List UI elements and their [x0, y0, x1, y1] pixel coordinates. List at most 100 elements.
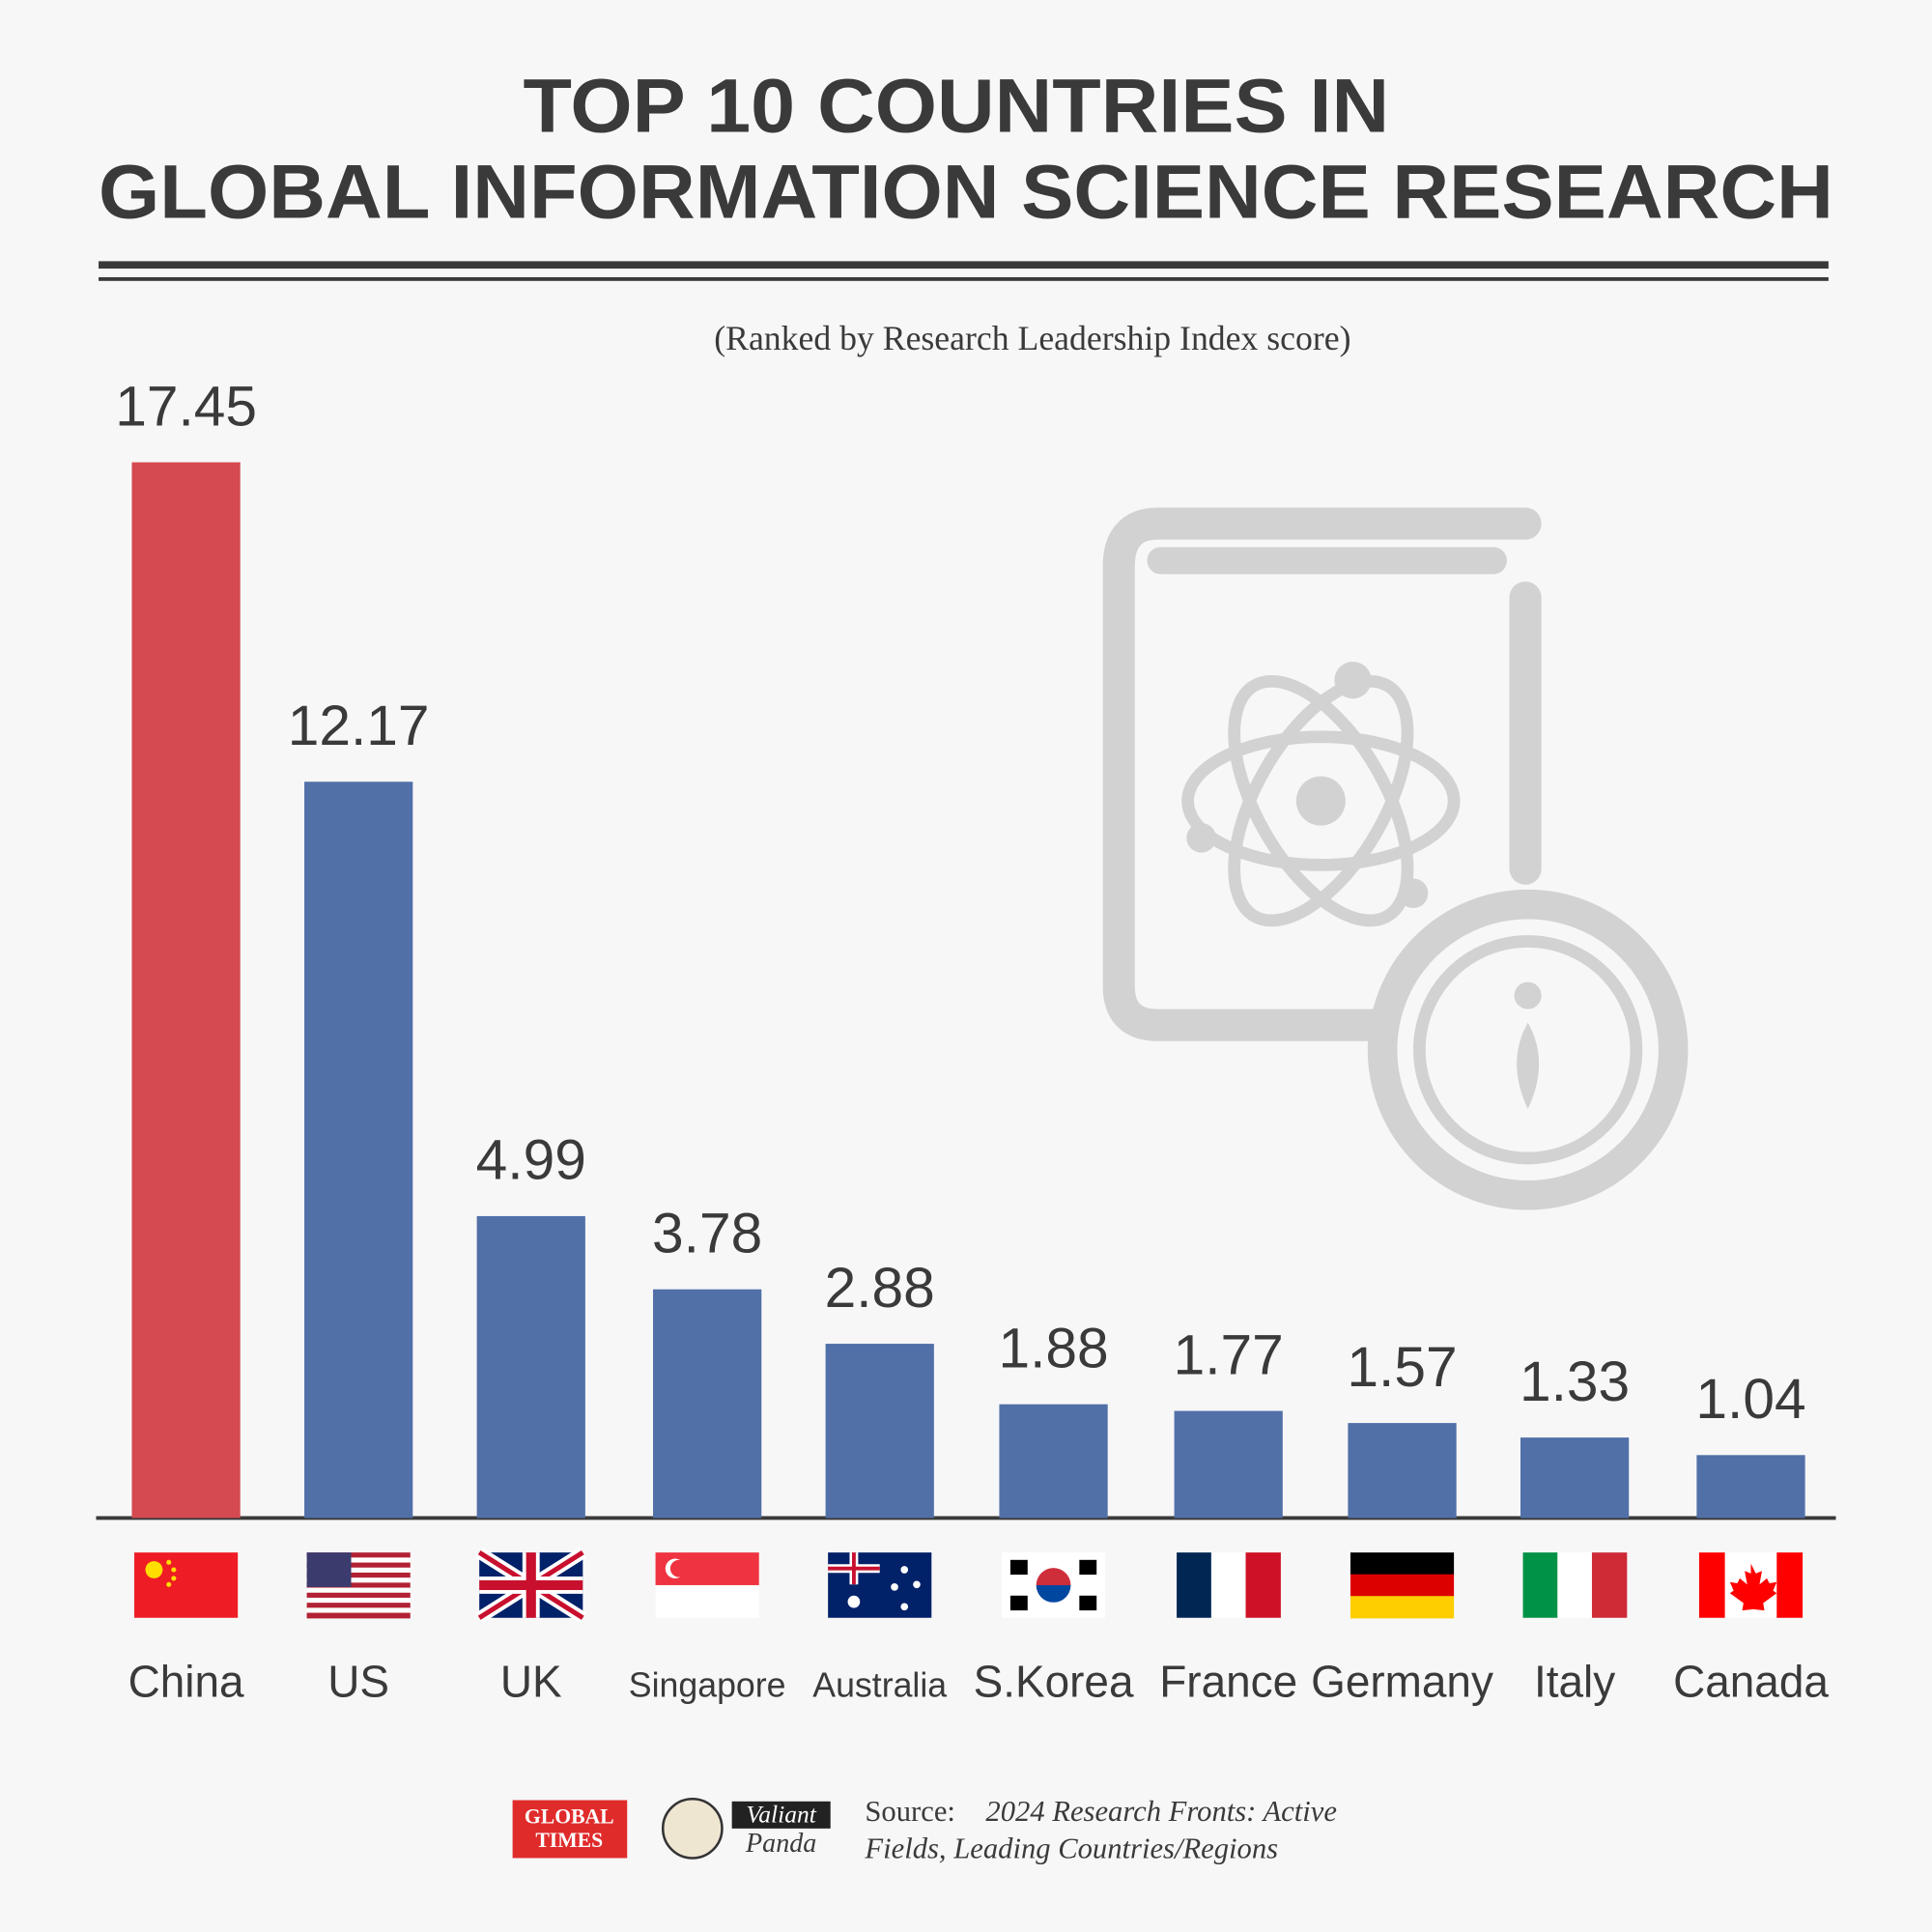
flag: [1245, 1552, 1281, 1618]
flag: [166, 1559, 172, 1565]
flag: [847, 1595, 861, 1608]
flag: [1079, 1595, 1097, 1611]
x-tick-label: Canada: [1673, 1656, 1829, 1706]
flag: [306, 1587, 411, 1594]
logo-text: GLOBAL: [525, 1805, 614, 1829]
x-tick-label: US: [327, 1656, 389, 1706]
flag: [891, 1583, 898, 1591]
flag: [171, 1576, 177, 1581]
flag: [828, 1552, 932, 1618]
x-tick-label: S.Korea: [974, 1656, 1134, 1706]
flag: [828, 1552, 880, 1585]
logo: [661, 1797, 724, 1860]
logo-text: TIMES: [535, 1829, 603, 1852]
flag: [479, 1552, 583, 1618]
flag: [1350, 1552, 1455, 1619]
value-label: 1.77: [1174, 1323, 1284, 1386]
flag: [1079, 1559, 1097, 1576]
subtitle: (Ranked by Research Leadership Index sco…: [714, 319, 1350, 357]
background-icon: [1102, 507, 1689, 1210]
bar: [1520, 1437, 1630, 1519]
flag: [900, 1566, 909, 1574]
x-tick-label: Singapore: [629, 1665, 786, 1704]
value-label: 1.33: [1520, 1350, 1630, 1413]
value-label: 1.88: [998, 1317, 1108, 1379]
flag: [306, 1557, 411, 1564]
value-label: 1.04: [1695, 1368, 1805, 1431]
logo: [512, 1800, 628, 1859]
flag: [1350, 1552, 1455, 1576]
bar: [653, 1289, 762, 1519]
value-label: 1.57: [1347, 1336, 1457, 1399]
flag: [134, 1552, 239, 1618]
flag: [1591, 1552, 1628, 1618]
flag: [1177, 1552, 1212, 1618]
flag: [145, 1561, 163, 1578]
flag: [1776, 1552, 1804, 1618]
bar: [999, 1404, 1108, 1519]
flag: [900, 1603, 909, 1611]
logo: [731, 1801, 831, 1829]
flag: [1001, 1552, 1106, 1618]
flag: [306, 1597, 411, 1604]
flag: [1350, 1596, 1455, 1619]
x-tick-label: Germany: [1311, 1656, 1493, 1706]
flag: [1177, 1552, 1281, 1618]
value-label: 2.88: [825, 1257, 935, 1320]
flag: [306, 1552, 352, 1587]
value-label: 12.17: [288, 695, 430, 757]
flag: [306, 1607, 411, 1614]
flag: [166, 1581, 172, 1587]
flag: [306, 1582, 411, 1589]
flag: [1036, 1584, 1071, 1603]
x-tick-label: China: [128, 1656, 244, 1706]
flag: [1522, 1552, 1628, 1618]
x-tick-label: UK: [500, 1656, 562, 1706]
flag: [1698, 1552, 1804, 1618]
flag: [306, 1577, 411, 1583]
flag: [306, 1612, 411, 1619]
rule: [99, 261, 1829, 270]
bar: [1696, 1455, 1805, 1519]
flag: [1036, 1568, 1071, 1585]
source: Fields, Leading Countries/Regions: [864, 1832, 1278, 1864]
flag: [1522, 1552, 1558, 1618]
flag: [1698, 1552, 1725, 1618]
flag: [1009, 1559, 1028, 1576]
flag: [306, 1572, 411, 1578]
flag: [1729, 1563, 1777, 1611]
flag: [1009, 1595, 1028, 1611]
logo-text: Valiant: [747, 1800, 817, 1828]
chart-title: TOP 10 COUNTRIES IN: [523, 62, 1389, 148]
flag: [1350, 1574, 1455, 1597]
flag: [306, 1552, 411, 1558]
value-label: 3.78: [652, 1202, 762, 1264]
flag: [306, 1592, 411, 1599]
flag: [475, 1547, 586, 1624]
source: 2024 Research Fronts: Active: [985, 1795, 1337, 1828]
value-label: 17.45: [115, 375, 257, 438]
bar: [1348, 1423, 1457, 1519]
flag: [306, 1552, 411, 1619]
flag: [655, 1552, 759, 1618]
bar: [825, 1344, 934, 1519]
x-tick-label: France: [1159, 1656, 1297, 1706]
flag: [171, 1567, 177, 1573]
chart-title: GLOBAL INFORMATION SCIENCE RESEARCH: [99, 149, 1833, 235]
background-icon: [1186, 661, 1542, 1109]
flag: [306, 1562, 411, 1569]
bar: [304, 781, 413, 1519]
rule: [99, 276, 1829, 281]
bar: [1174, 1410, 1283, 1519]
bar: [131, 462, 241, 1519]
x-tick-label: Australia: [812, 1665, 947, 1704]
x-tick-label: Italy: [1534, 1656, 1615, 1706]
bar: [476, 1215, 585, 1519]
flag: [306, 1567, 411, 1574]
flag: [913, 1580, 921, 1589]
source-label: Source:: [865, 1795, 955, 1828]
flag: [669, 1559, 688, 1577]
value-label: 4.99: [476, 1129, 586, 1192]
